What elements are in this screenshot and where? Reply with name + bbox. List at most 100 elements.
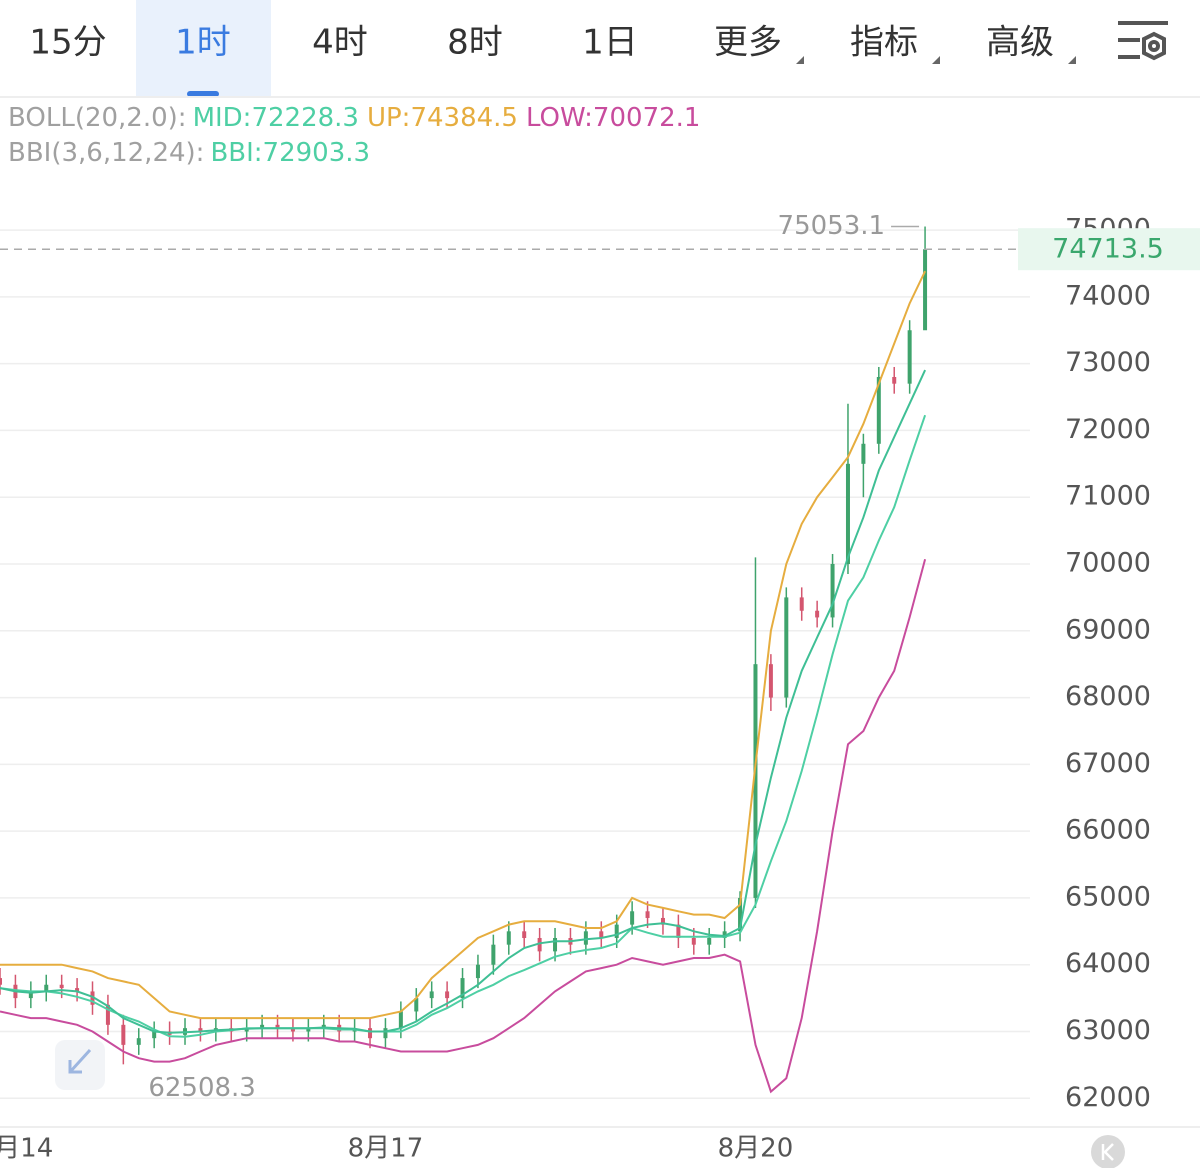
collapse-button[interactable]: [55, 1040, 105, 1090]
indicator-line: [0, 270, 927, 1020]
candle-body: [753, 664, 758, 898]
active-tab-indicator: [187, 91, 219, 97]
tab-bar: 15分 1时 4时 8时 1日 更多 指标 高级: [29, 0, 1076, 97]
x-tick-label: 8月17: [348, 1134, 424, 1164]
indicator-line: [0, 414, 927, 1038]
candle-body: [506, 931, 511, 945]
tab[interactable]: 更多: [714, 23, 782, 63]
candle-body: [105, 1004, 110, 1025]
candle-body: [90, 991, 95, 1005]
candle-body: [799, 597, 804, 611]
y-tick-label: 69000: [1065, 614, 1151, 645]
candle-body: [630, 911, 635, 925]
candle-body: [861, 443, 866, 464]
tab[interactable]: 1日: [582, 23, 638, 63]
y-tick-label: 73000: [1065, 347, 1151, 378]
k-button[interactable]: [1091, 1135, 1125, 1168]
candle-body: [722, 931, 727, 938]
candle-body: [907, 330, 912, 384]
candle-body: [676, 924, 681, 938]
candle-body: [321, 1024, 326, 1029]
candle-body: [691, 938, 696, 945]
boll-label: BOLL(20,2.0):: [8, 103, 187, 133]
candle-body: [59, 984, 64, 989]
candle-body: [645, 911, 650, 918]
y-tick-label: 72000: [1065, 414, 1151, 445]
indicator-line: [0, 558, 927, 1094]
tab[interactable]: 4时: [312, 23, 368, 63]
bbi-label: BBI(3,6,12,24):: [8, 138, 204, 168]
indicator-line: [0, 369, 927, 1034]
legend-low: LOW:70072.1: [526, 103, 700, 133]
y-tick-label: 67000: [1065, 748, 1151, 779]
y-tick-label: 63000: [1065, 1015, 1151, 1046]
icon-dot: [1148, 40, 1160, 52]
x-tick-label: 8月20: [718, 1134, 794, 1164]
tab[interactable]: 15分: [29, 23, 106, 63]
candle-body: [383, 1028, 388, 1039]
candle-body: [44, 984, 49, 992]
candle-body: [306, 1028, 311, 1032]
last-price-label: 74713.5: [1052, 234, 1164, 265]
collapse-arrow: [68, 1048, 92, 1074]
settings-icon[interactable]: [1118, 21, 1168, 61]
tab[interactable]: 指标: [850, 23, 918, 63]
tab[interactable]: 高级: [986, 23, 1054, 63]
candle-body: [152, 1031, 157, 1039]
k-icon: [1101, 1143, 1114, 1161]
candle-body: [876, 377, 881, 444]
y-tick-label: 62000: [1065, 1082, 1151, 1113]
candle-body: [553, 938, 558, 952]
active-tab-bg: [136, 0, 271, 97]
y-tick-label: 71000: [1065, 481, 1151, 512]
candle-body: [75, 988, 80, 992]
candle-body: [768, 664, 773, 698]
dropdown-triangle: [1068, 56, 1076, 64]
last-price-tag: [1018, 228, 1200, 271]
candle-body: [28, 991, 33, 999]
plot: 62000 63000 64000 65000 66000 67000 68000 69000…: [0, 211, 1200, 1164]
candle-body: [599, 931, 604, 938]
candle-body: [121, 1024, 126, 1045]
y-tick-label: 65000: [1065, 881, 1151, 912]
tab[interactable]: 1时: [175, 23, 231, 63]
candle-body: [0, 978, 2, 985]
candle-body: [445, 991, 450, 999]
candle-body: [368, 1028, 373, 1039]
candle-body: [290, 1028, 295, 1032]
y-tick-label: 66000: [1065, 815, 1151, 846]
candle-body: [475, 964, 480, 979]
y-tick-label: 70000: [1065, 548, 1151, 579]
candle-body: [244, 1028, 249, 1032]
candle-body: [845, 463, 850, 564]
candle-body: [784, 597, 789, 698]
low-label: 62508.3: [148, 1073, 256, 1103]
candle-body: [738, 897, 743, 932]
candle-body: [892, 377, 897, 384]
icon-hex: [1142, 31, 1166, 61]
candle-body: [522, 931, 527, 938]
high-label: 75053.1: [778, 211, 886, 241]
candle-body: [198, 1028, 203, 1032]
candle-body: [923, 249, 928, 331]
candle-body: [491, 944, 496, 965]
candle-body: [414, 998, 419, 1012]
dropdown-triangle: [932, 56, 940, 64]
y-tick-label: 74000: [1065, 280, 1151, 311]
candle-body: [583, 931, 588, 945]
legend-up: UP:74384.5: [367, 103, 518, 133]
candle-body: [815, 610, 820, 618]
candle-body: [707, 938, 712, 945]
candle-body: [830, 564, 835, 618]
candle-body: [614, 924, 619, 938]
dropdown-triangle: [796, 56, 804, 64]
candle-body: [260, 1024, 265, 1029]
y-tick-label: 68000: [1065, 681, 1151, 712]
y-tick-label: 64000: [1065, 948, 1151, 979]
bbi-legend: BBI(3,6,12,24): BBI:72903.3: [8, 138, 370, 168]
legend-mid: MID:72228.3: [193, 103, 359, 133]
boll-legend: BOLL(20,2.0): MID:72228.3 UP:74384.5 LOW:70…: [8, 103, 700, 133]
tab[interactable]: 8时: [447, 23, 503, 63]
x-tick-label: 8月14: [0, 1134, 53, 1164]
